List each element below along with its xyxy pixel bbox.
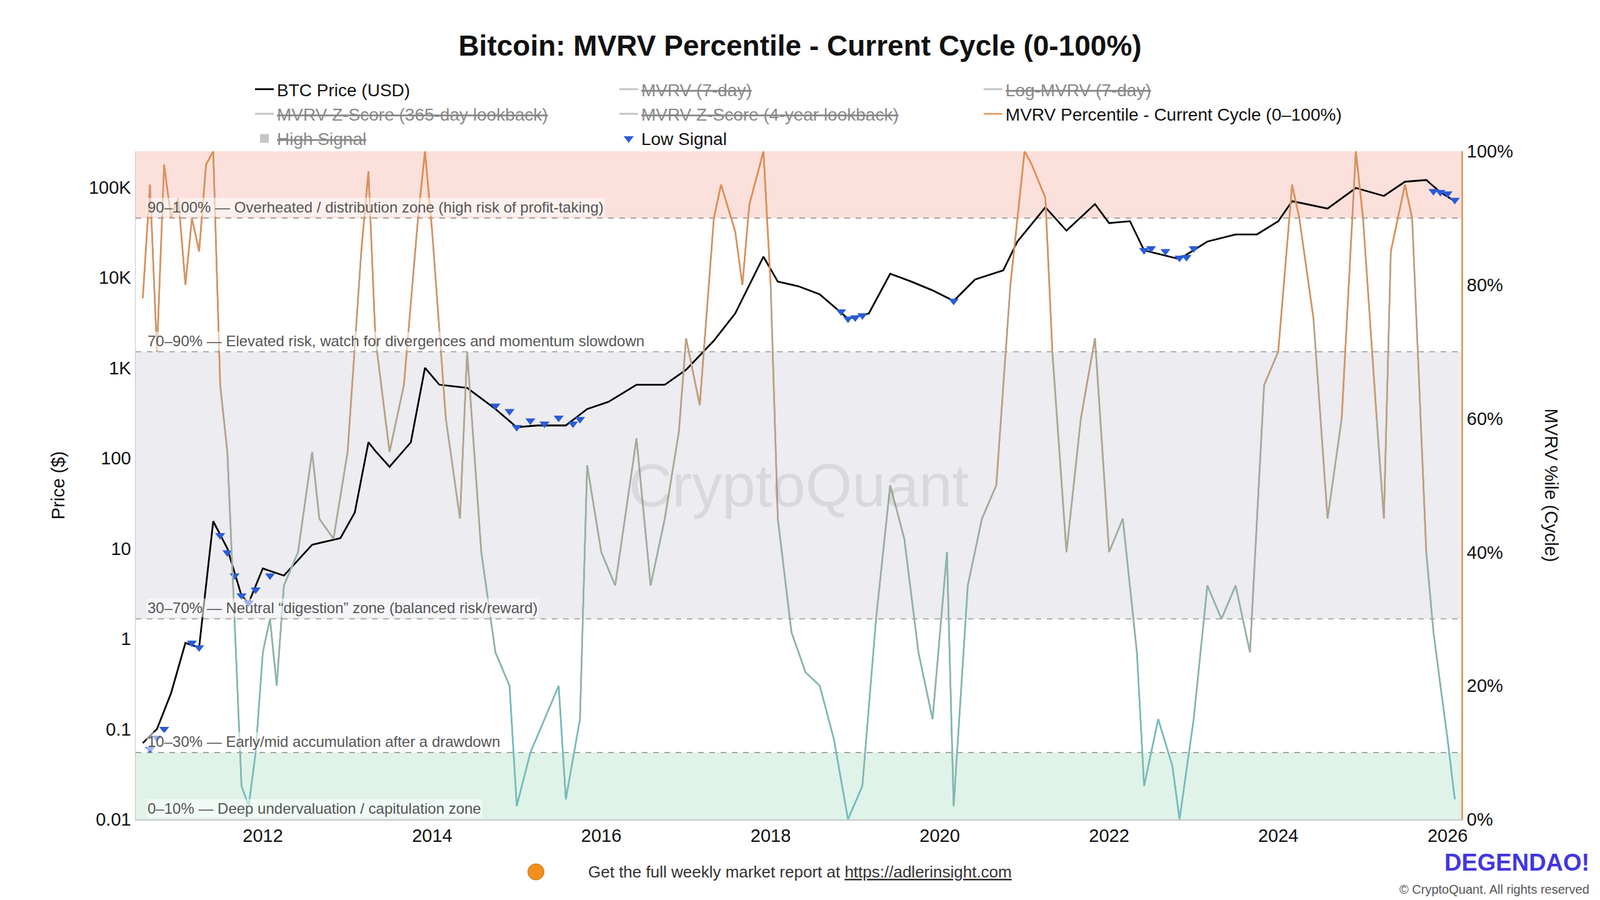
svg-text:2026: 2026 — [1427, 825, 1469, 846]
svg-text:Get the full weekly market rep: Get the full weekly market report at htt… — [588, 862, 1012, 882]
svg-text:MVRV (7-day): MVRV (7-day) — [641, 80, 752, 100]
svg-text:10K: 10K — [98, 267, 132, 288]
svg-text:2020: 2020 — [919, 825, 960, 846]
svg-text:20%: 20% — [1466, 675, 1504, 696]
svg-text:2016: 2016 — [581, 825, 622, 846]
svg-text:40%: 40% — [1466, 542, 1504, 563]
svg-text:30–70% — Neutral “digestion” z: 30–70% — Neutral “digestion” zone (balan… — [147, 599, 538, 617]
svg-text:MVRV Z-Score (4-year lookback): MVRV Z-Score (4-year lookback) — [641, 105, 899, 125]
svg-text:70–90% — Elevated risk, watch: 70–90% — Elevated risk, watch for diverg… — [147, 332, 645, 350]
svg-text:100: 100 — [100, 448, 131, 469]
svg-text:1: 1 — [121, 628, 132, 649]
svg-text:0%: 0% — [1466, 809, 1494, 830]
svg-text:2024: 2024 — [1258, 825, 1299, 846]
svg-text:100K: 100K — [88, 177, 132, 198]
svg-text:0.1: 0.1 — [105, 719, 131, 740]
svg-text:Bitcoin: MVRV Percentile - Cur: Bitcoin: MVRV Percentile - Current Cycle… — [458, 29, 1142, 62]
svg-text:0–10% — Deep undervaluation /: 0–10% — Deep undervaluation / capitulati… — [147, 800, 482, 817]
svg-text:2014: 2014 — [411, 825, 453, 846]
svg-text:60%: 60% — [1466, 408, 1504, 429]
svg-text:© CryptoQuant. All rights rese: © CryptoQuant. All rights reserved — [1399, 882, 1590, 897]
svg-text:2018: 2018 — [750, 825, 792, 846]
svg-text:90–100% — Overheated / distrib: 90–100% — Overheated / distribution zone… — [147, 198, 604, 216]
svg-text:1K: 1K — [108, 358, 132, 379]
svg-text:MVRV Z-Score (365-day lookback: MVRV Z-Score (365-day lookback) — [276, 105, 549, 125]
svg-text:2022: 2022 — [1088, 825, 1130, 846]
svg-text:10–30% — Early/mid accumulatio: 10–30% — Early/mid accumulation after a … — [147, 733, 500, 750]
svg-text:MVRV %ile (Cycle): MVRV %ile (Cycle) — [1541, 408, 1562, 563]
svg-text:CryptoQuant: CryptoQuant — [628, 451, 969, 519]
svg-text:High Signal: High Signal — [276, 129, 367, 149]
svg-text:100%: 100% — [1466, 141, 1514, 162]
svg-text:10: 10 — [110, 538, 131, 559]
svg-text:Price ($): Price ($) — [48, 451, 69, 520]
svg-text:BTC Price (USD): BTC Price (USD) — [276, 80, 410, 100]
svg-text:2012: 2012 — [242, 825, 284, 846]
svg-text:Log-MVRV (7-day): Log-MVRV (7-day) — [1005, 80, 1152, 100]
svg-text:Low Signal: Low Signal — [641, 129, 727, 149]
svg-text:0.01: 0.01 — [95, 809, 131, 830]
svg-text:80%: 80% — [1466, 275, 1504, 295]
svg-text:DEGENDAO!: DEGENDAO! — [1444, 849, 1590, 876]
svg-text:MVRV Percentile - Current Cycl: MVRV Percentile - Current Cycle (0–100%) — [1005, 105, 1342, 125]
